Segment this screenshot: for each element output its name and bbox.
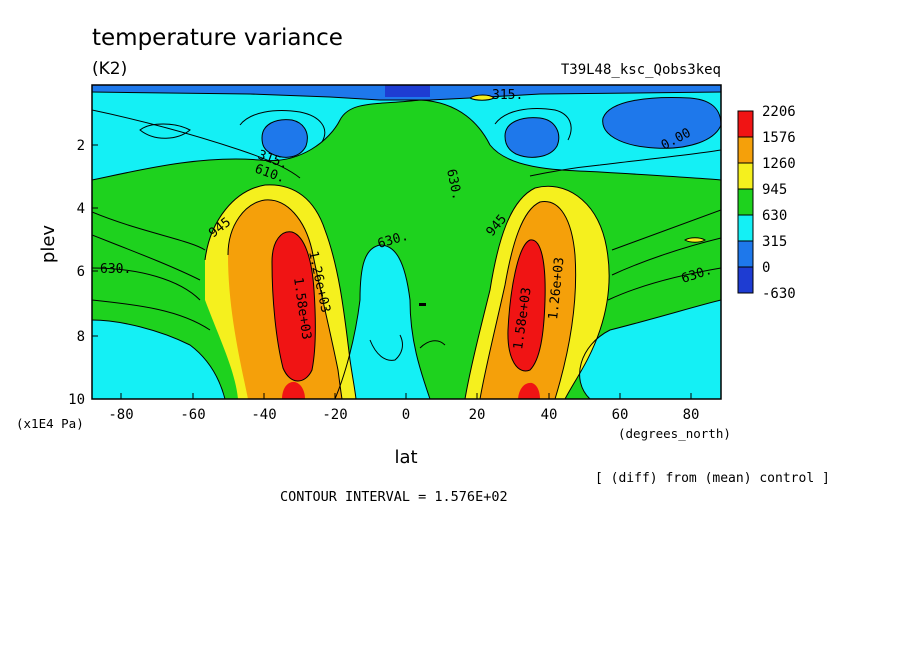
fill-blob-right (602, 97, 721, 149)
fill-top-darkblue (385, 85, 430, 97)
x-tick-label: 0 (402, 407, 410, 423)
x-tick-label: 40 (541, 407, 558, 423)
x-tick-label: 20 (469, 407, 486, 423)
contour-label: 1.26e+03 (546, 257, 567, 321)
x-ticks (120, 393, 692, 399)
fill-small-yellow (684, 237, 706, 243)
y-tick-label: 8 (77, 329, 85, 345)
colorbar-label: 1576 (762, 130, 796, 146)
fill-red-right-bottom (518, 382, 540, 399)
diff-note: [ (diff) from (mean) control ] (595, 471, 830, 486)
x-axis-units: (degrees_north) (618, 426, 731, 441)
run-label: T39L48_ksc_Qobs3keq (561, 62, 721, 78)
x-tick-label: 80 (683, 407, 700, 423)
fill-blob-center-right (505, 117, 559, 158)
fill-red-right (507, 239, 546, 371)
chart-units: (K2) (92, 59, 127, 79)
contour-label: 630. (100, 262, 131, 277)
y-tick-label: 2 (77, 138, 85, 154)
colorbar-label: 2206 (762, 104, 796, 120)
colorbar-label: 315 (762, 234, 787, 250)
x-tick-label: -60 (180, 407, 205, 423)
contour-lines (92, 91, 721, 399)
x-tick-label: 60 (612, 407, 629, 423)
x-tick-labels: -80 -60 -40 -20 0 20 40 60 80 (108, 407, 699, 423)
x-tick-label: -20 (322, 407, 347, 423)
y-tick-label: 4 (77, 201, 85, 217)
fill-small-yellow-top (469, 94, 495, 101)
y-axis-units: (x1E4 Pa) (16, 416, 84, 431)
y-tick-label: 10 (68, 392, 85, 408)
colorbar-label: 0 (762, 260, 770, 276)
fill-blob-left (262, 119, 308, 158)
y-tick-label: 6 (77, 264, 85, 280)
contour-interval: CONTOUR INTERVAL = 1.576E+02 (280, 489, 508, 505)
colorbar-swatch (737, 214, 754, 242)
y-tick-labels: 2 4 6 8 10 (68, 138, 85, 408)
contour-plot-area: 315. 0.00 315. 610. 630. 945 945 630. 63… (92, 85, 721, 399)
contour-label: 315. (492, 88, 523, 103)
small-dot (419, 303, 426, 306)
colorbar: 2206 1576 1260 945 630 315 0 -630 (737, 104, 796, 302)
x-tick-label: -40 (251, 407, 276, 423)
colorbar-swatch (737, 136, 754, 164)
colorbar-label: -630 (762, 286, 796, 302)
colorbar-swatch (737, 162, 754, 190)
colorbar-swatch (737, 188, 754, 216)
fill-red-left (272, 231, 316, 382)
y-axis-label: plev (38, 225, 59, 264)
contour-label: 630. (443, 168, 464, 202)
fill-red-left-bottom (282, 381, 305, 399)
colorbar-label: 1260 (762, 156, 796, 172)
colorbar-swatch (737, 110, 754, 138)
colorbar-swatch (737, 266, 754, 294)
y-ticks (92, 144, 98, 337)
colorbar-label: 630 (762, 208, 787, 224)
x-axis-label: lat (394, 447, 417, 468)
colorbar-swatch (737, 240, 754, 268)
chart-title: temperature variance (92, 25, 343, 51)
colorbar-label: 945 (762, 182, 787, 198)
x-tick-label: -80 (108, 407, 133, 423)
